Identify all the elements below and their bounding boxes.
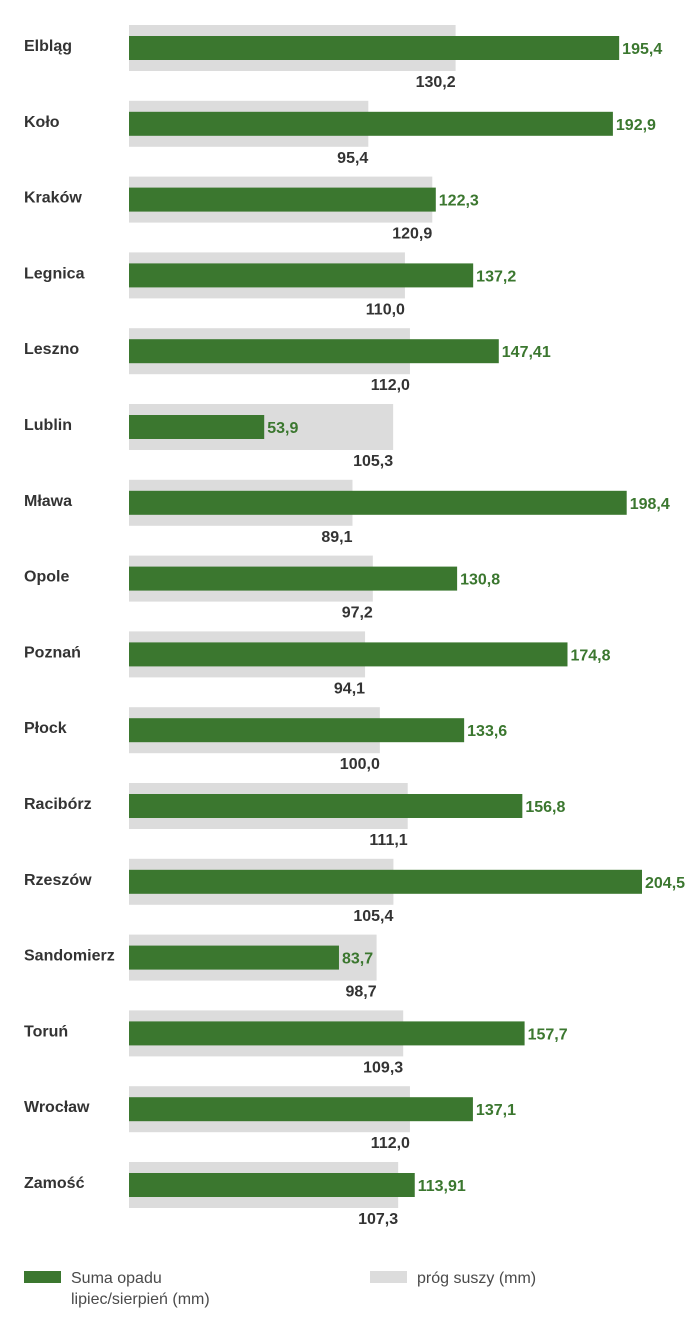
- precipitation-value-row-12: 83,7: [342, 951, 373, 968]
- precipitation-bar-row-14: [129, 1097, 473, 1122]
- precipitation-bar-row-12: [129, 945, 339, 970]
- legend-swatch-threshold: [370, 1271, 407, 1283]
- precipitation-value-row-10: 156,8: [525, 799, 565, 816]
- legend-label-precipitation-line1: Suma opadu: [71, 1270, 162, 1287]
- legend-label-precipitation: Suma opadu lipiec/sierpień (mm): [71, 1268, 231, 1310]
- precipitation-bar-row-5: [129, 415, 265, 439]
- precipitation-value-row-11: 204,5: [645, 875, 685, 892]
- category-label-row-12: Sandomierz: [24, 948, 115, 965]
- category-label-row-3: Legnica: [24, 265, 85, 282]
- category-label-row-13: Toruń: [24, 1023, 68, 1040]
- precipitation-value-row-2: 122,3: [439, 193, 479, 210]
- precipitation-value-row-13: 157,7: [528, 1026, 568, 1043]
- precipitation-value-row-9: 133,6: [467, 723, 507, 740]
- precipitation-value-row-15: 113,91: [418, 1178, 466, 1195]
- category-label-row-15: Zamość: [24, 1175, 85, 1192]
- precipitation-bar-row-2: [129, 187, 436, 212]
- precipitation-bar-row-0: [129, 36, 620, 60]
- threshold-value-row-1: 95,4: [337, 150, 368, 167]
- precipitation-bar-row-15: [129, 1173, 415, 1197]
- threshold-value-row-15: 107,3: [358, 1211, 398, 1228]
- threshold-value-row-9: 100,0: [340, 756, 380, 773]
- chart: Elbląg 195,4 130,2 Koło 192,9 95,4 Kraków 122,3…: [24, 25, 685, 1228]
- category-label-row-10: Racibórz: [24, 796, 92, 813]
- precipitation-bar-row-8: [129, 642, 568, 667]
- threshold-value-row-10: 111,1: [369, 832, 407, 849]
- threshold-value-row-3: 110,0: [366, 301, 405, 318]
- threshold-value-row-12: 98,7: [345, 984, 376, 1001]
- category-label-row-4: Leszno: [24, 341, 79, 358]
- threshold-value-row-5: 105,3: [353, 453, 393, 470]
- precipitation-bar-row-11: [129, 869, 642, 894]
- category-label-row-14: Wrocław: [24, 1099, 90, 1116]
- category-label-row-0: Elbląg: [24, 38, 72, 55]
- category-label-row-6: Mława: [24, 493, 72, 510]
- precipitation-value-row-0: 195,4: [622, 41, 662, 58]
- category-label-row-2: Kraków: [24, 190, 82, 207]
- threshold-value-row-11: 105,4: [353, 908, 393, 925]
- precipitation-value-row-1: 192,9: [616, 117, 656, 134]
- legend-label-precipitation-line2: lipiec/sierpień (mm): [71, 1291, 210, 1308]
- legend-label-threshold: próg suszy (mm): [417, 1270, 537, 1287]
- precipitation-bar-row-6: [129, 490, 627, 515]
- precipitation-bar-row-7: [129, 566, 458, 591]
- legend: Suma opadu lipiec/sierpień (mm) próg sus…: [0, 1262, 699, 1322]
- legend-item-precipitation: Suma opadu lipiec/sierpień (mm): [24, 1268, 231, 1310]
- precipitation-bar-row-4: [129, 339, 499, 364]
- precipitation-value-row-5: 53,9: [267, 420, 298, 437]
- legend-swatch-precipitation: [24, 1271, 61, 1283]
- precipitation-value-row-7: 130,8: [460, 572, 500, 589]
- category-label-row-9: Płock: [24, 720, 67, 737]
- category-label-row-1: Koło: [24, 114, 60, 131]
- category-label-row-5: Lublin: [24, 417, 72, 434]
- category-label-row-7: Opole: [24, 569, 69, 586]
- precipitation-value-row-8: 174,8: [570, 647, 610, 664]
- category-label-row-8: Poznań: [24, 644, 81, 661]
- precipitation-value-row-3: 137,2: [476, 268, 516, 285]
- category-label-row-11: Rzeszów: [24, 872, 92, 889]
- threshold-value-row-13: 109,3: [363, 1059, 403, 1076]
- precipitation-bar-row-13: [129, 1021, 525, 1046]
- precipitation-bar-row-10: [129, 794, 523, 818]
- threshold-value-row-6: 89,1: [321, 529, 352, 546]
- precipitation-bar-row-9: [129, 718, 465, 743]
- precipitation-bar-row-1: [129, 111, 613, 136]
- threshold-value-row-14: 112,0: [371, 1135, 410, 1152]
- threshold-value-row-7: 97,2: [342, 605, 373, 622]
- threshold-value-row-0: 130,2: [416, 74, 456, 91]
- precipitation-value-row-6: 198,4: [630, 496, 670, 513]
- legend-item-threshold: próg suszy (mm): [370, 1268, 577, 1289]
- precipitation-bar-row-3: [129, 263, 474, 288]
- precipitation-value-row-14: 137,1: [476, 1102, 516, 1119]
- threshold-value-row-2: 120,9: [392, 226, 432, 243]
- threshold-value-row-8: 94,1: [334, 680, 365, 697]
- threshold-value-row-4: 112,0: [371, 377, 410, 394]
- precipitation-value-row-4: 147,41: [502, 344, 551, 361]
